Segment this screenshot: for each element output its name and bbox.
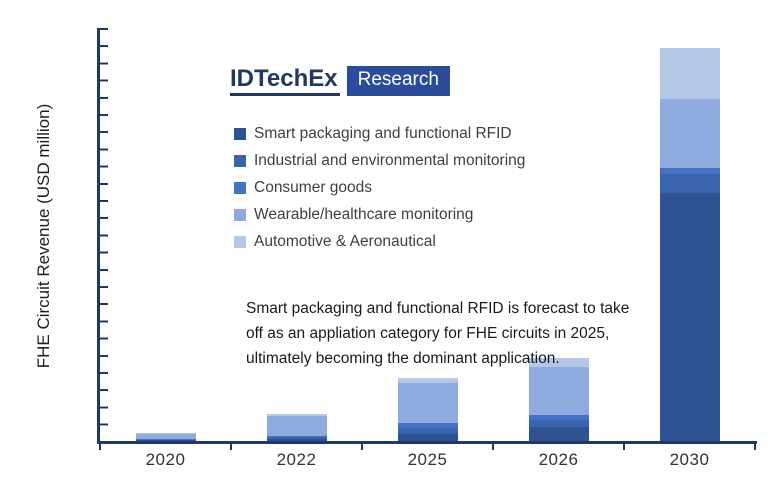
bar-segment — [397, 428, 458, 435]
bar-segment — [528, 426, 589, 441]
logo-brand-text: IDTechEx — [230, 66, 340, 96]
x-axis-tick — [99, 444, 101, 450]
legend-swatch-icon — [234, 208, 246, 221]
x-axis-label: 2026 — [538, 450, 579, 469]
legend-swatch-icon — [234, 154, 246, 167]
stacked-bar-2026 — [528, 358, 589, 441]
y-axis-title: FHE Circuit Revenue (USD million) — [34, 103, 53, 369]
legend-item: Smart packaging and functional RFID — [234, 120, 525, 147]
x-axis-label: 2030 — [669, 450, 710, 469]
legend-label: Automotive & Aeronautical — [254, 232, 436, 250]
chart-annotation: Smart packaging and functional RFID is f… — [246, 296, 629, 371]
stacked-bar-2025 — [397, 377, 458, 441]
bar-segment — [266, 414, 327, 417]
x-axis-line — [97, 441, 757, 444]
x-axis-tick — [492, 444, 494, 450]
bar-segment — [135, 438, 196, 440]
y-axis-line — [97, 28, 100, 444]
legend-item: Consumer goods — [234, 174, 525, 201]
bar-segment — [659, 98, 720, 169]
legend-item: Wearable/healthcare monitoring — [234, 201, 525, 228]
category-slot — [624, 28, 755, 441]
bar-segment — [659, 47, 720, 99]
stacked-bar-2020 — [135, 433, 196, 441]
bar-segment — [266, 436, 327, 438]
legend-label: Smart packaging and functional RFID — [254, 124, 512, 142]
bar-segment — [659, 173, 720, 193]
bar-segment — [397, 377, 458, 384]
legend-label: Wearable/healthcare monitoring — [254, 205, 474, 223]
bar-segment — [135, 439, 196, 441]
bar-segment — [397, 383, 458, 424]
legend-swatch-icon — [234, 181, 246, 194]
legend-item: Industrial and environmental monitoring — [234, 147, 525, 174]
bar-segment — [528, 358, 589, 368]
bar-segment — [266, 437, 327, 439]
bar-segment — [135, 433, 196, 439]
bar-segment — [397, 423, 458, 429]
bar-series-container — [100, 28, 755, 441]
legend-label: Industrial and environmental monitoring — [254, 151, 526, 169]
category-slot — [231, 28, 362, 441]
annotation-line: off as an appliation category for FHE ci… — [246, 325, 610, 342]
category-slot — [362, 28, 493, 441]
bar-segment — [266, 438, 327, 441]
category-slot — [100, 28, 231, 441]
bar-segment — [528, 414, 589, 421]
legend-swatch-icon — [234, 127, 246, 140]
bar-segment — [135, 440, 196, 441]
category-slot — [493, 28, 624, 441]
plot-area: IDTechEx Research Smart packaging and fu… — [97, 28, 757, 450]
bar-segment — [528, 367, 589, 415]
stacked-bar-2022 — [266, 414, 327, 441]
annotation-line: ultimately becoming the dominant applica… — [246, 350, 560, 367]
bar-segment — [659, 168, 720, 174]
x-axis-tick — [361, 444, 363, 450]
bar-segment — [659, 192, 720, 441]
bar-segment — [266, 416, 327, 437]
x-axis-label: 2025 — [407, 450, 448, 469]
x-axis-label: 2022 — [276, 450, 317, 469]
x-axis-tick — [754, 444, 756, 450]
x-axis-label: 2020 — [145, 450, 186, 469]
x-axis-labels: 2020 2022 2025 2026 2030 — [100, 450, 755, 470]
annotation-line: Smart packaging and functional RFID is f… — [246, 300, 630, 317]
idtechex-logo: IDTechEx Research — [230, 66, 450, 96]
x-axis-tick — [230, 444, 232, 450]
legend-label: Consumer goods — [254, 178, 373, 196]
bar-segment — [528, 420, 589, 427]
bar-segment — [135, 433, 196, 434]
legend-item: Automotive & Aeronautical — [234, 228, 525, 255]
bar-segment — [397, 434, 458, 441]
y-axis-ticks — [100, 28, 108, 441]
legend: Smart packaging and functional RFID Indus… — [234, 120, 525, 255]
logo-research-badge: Research — [346, 66, 450, 96]
legend-swatch-icon — [234, 235, 246, 248]
stacked-bar-2030 — [659, 47, 720, 441]
x-axis-tick — [623, 444, 625, 450]
